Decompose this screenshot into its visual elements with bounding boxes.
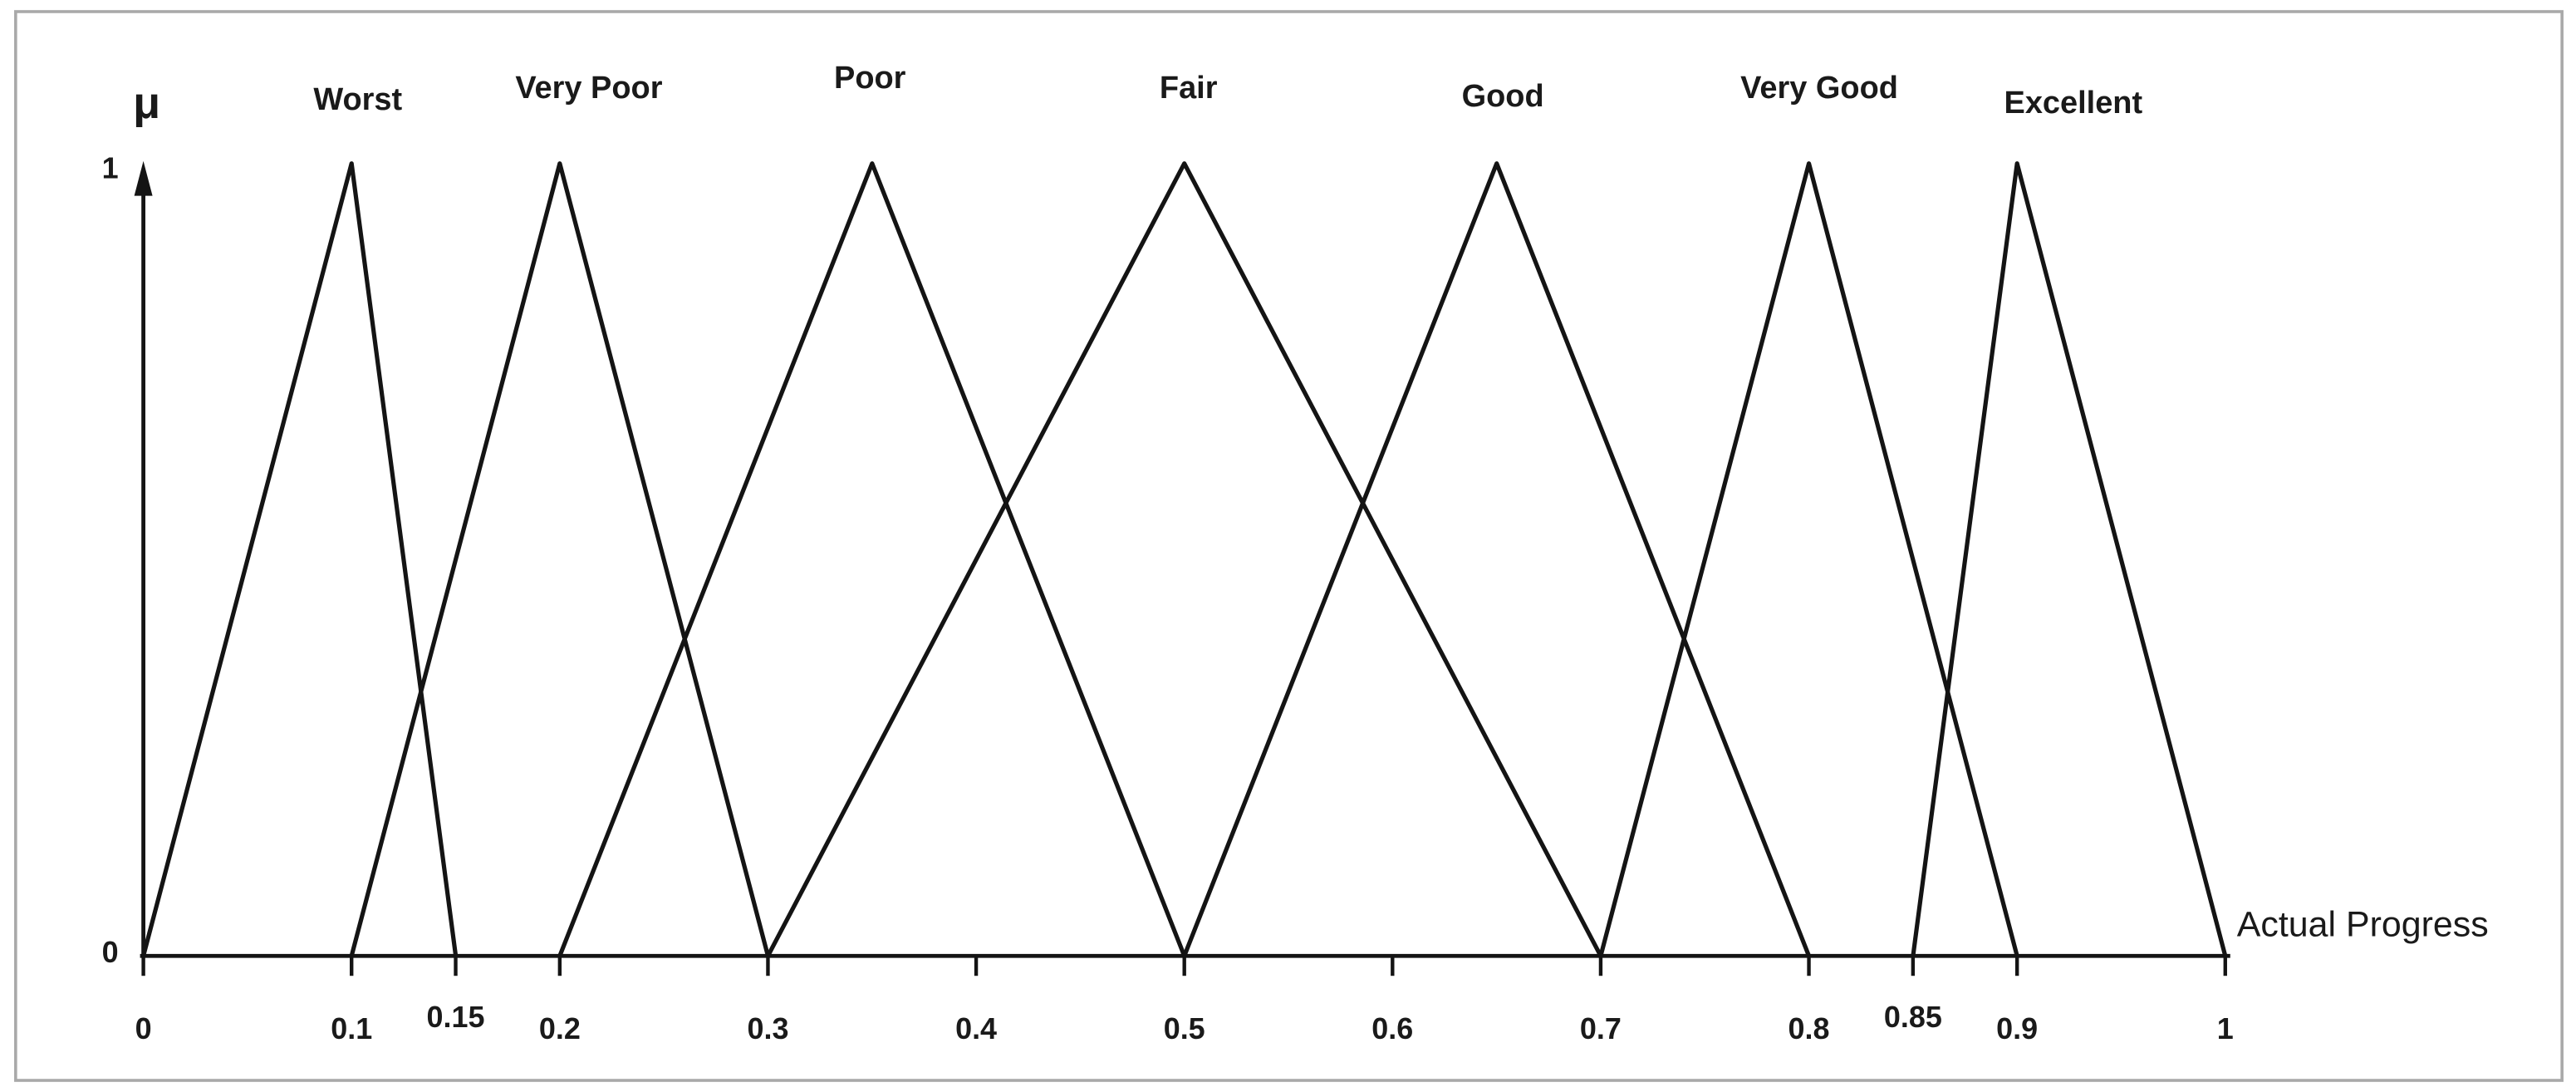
series-label-fair: Fair <box>1160 71 1218 106</box>
series-line-poor <box>557 161 1187 958</box>
x-tick-label-0.9: 0.9 <box>1996 1011 2038 1045</box>
x-tick-label-0.8: 0.8 <box>1788 1011 1830 1045</box>
series-label-very-poor: Very Poor <box>515 71 662 106</box>
figure-border <box>14 10 2564 1082</box>
series-label-very-good: Very Good <box>1740 71 1898 106</box>
x-tick-label-0.7: 0.7 <box>1580 1011 1622 1045</box>
x-tick-label-0.15: 0.15 <box>427 1000 485 1034</box>
y-axis-arrowhead-icon <box>134 160 153 196</box>
y-tick-label-1: 1 <box>102 151 119 185</box>
series-line-good <box>1182 161 1812 958</box>
y-axis-title: μ <box>133 78 160 128</box>
y-tick-label-0: 0 <box>102 935 119 969</box>
series-line-fair <box>765 161 1603 958</box>
series-label-poor: Poor <box>834 61 906 96</box>
x-tick-label-0.2: 0.2 <box>539 1011 581 1045</box>
x-tick-label-0.85: 0.85 <box>1884 1000 1942 1034</box>
x-tick-label-0.3: 0.3 <box>747 1011 788 1045</box>
x-tick-label-0.1: 0.1 <box>331 1011 372 1045</box>
series-label-excellent: Excellent <box>2004 86 2143 121</box>
x-axis-title: Actual Progress <box>2237 904 2489 944</box>
series-line-very-poor <box>349 161 771 958</box>
series-label-worst: Worst <box>313 82 402 117</box>
x-tick-label-0.5: 0.5 <box>1164 1011 1205 1045</box>
series-line-excellent <box>1911 161 2228 958</box>
x-tick-label-0.6: 0.6 <box>1371 1011 1413 1045</box>
x-tick-label-0.4: 0.4 <box>955 1011 997 1045</box>
x-tick-label-1: 1 <box>2217 1011 2234 1045</box>
series-label-good: Good <box>1462 79 1544 114</box>
x-tick-label-0: 0 <box>135 1011 152 1045</box>
